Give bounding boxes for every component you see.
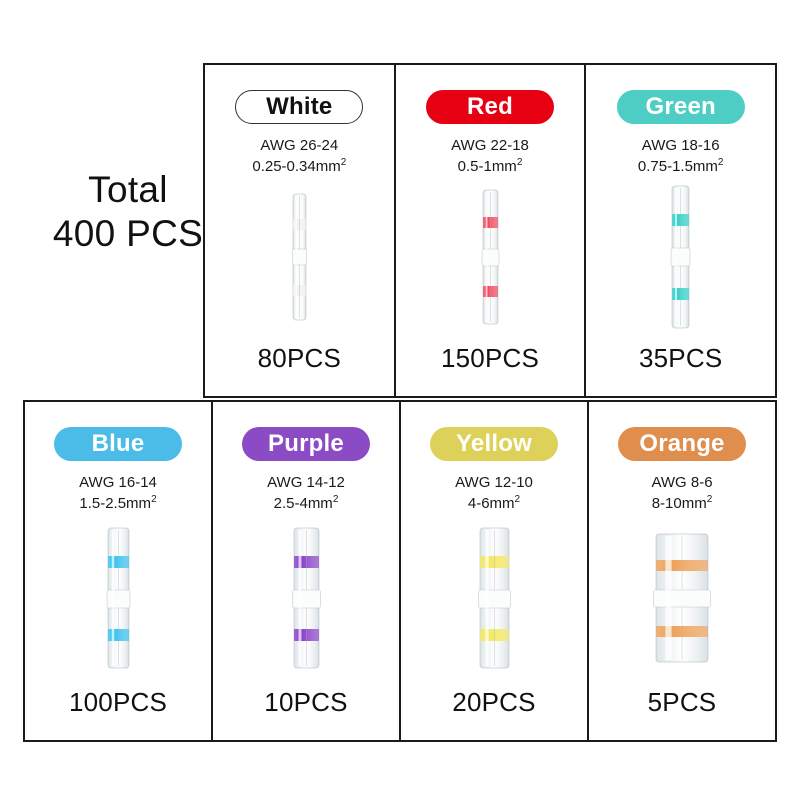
piece-count-green: 35PCS [638,343,723,373]
color-badge-label: Blue [91,430,145,457]
awg-rating: AWG 18-16 [641,137,720,154]
product-cell-yellow: Yellow AWG 12-10 4-6mm2 [401,402,589,740]
color-badge-red: Red [426,90,554,124]
spec-purple: AWG 14-12 2.5-4mm2 [267,472,345,515]
total-count: 400 PCS [52,212,204,254]
total-summary: Total 400 PCS [18,168,238,255]
product-cell-purple: Purple AWG 14-12 2.5-4mm2 [213,402,401,740]
wire-area: 8-10mm2 [651,494,713,513]
connector-wrap-orange [589,515,775,687]
spec-yellow: AWG 12-10 4-6mm2 [455,472,533,515]
connector-illustration [291,527,321,669]
awg-rating: AWG 16-14 [79,474,157,491]
connector-illustration [477,527,511,669]
wire-area: 1.5-2.5mm2 [79,494,157,513]
wire-area: 0.75-1.5mm2 [637,157,724,176]
connector-illustration [106,527,130,669]
color-badge-orange: Orange [618,427,746,461]
spec-green: AWG 18-16 0.75-1.5mm2 [638,135,724,178]
wire-area: 0.5-1mm2 [457,157,523,176]
color-badge-label: Red [467,93,513,120]
product-cell-red: Red AWG 22-18 0.5-1mm2 [395,65,587,396]
color-badge-label: Purple [268,430,344,457]
product-cell-blue: Blue AWG 16-14 1.5-2.5mm2 [25,402,213,740]
connector-illustration [481,189,499,325]
product-row-top: White AWG 26-24 0.25-0.34mm2 [203,63,777,398]
color-badge-label: Yellow [456,430,532,457]
product-cell-green: Green AWG 18-16 0.75-1.5mm2 [586,65,776,396]
spec-white: AWG 26-24 0.25-0.34mm2 [252,135,346,178]
color-badge-label: Green [645,93,716,120]
awg-rating: AWG 8-6 [651,474,713,491]
piece-count-purple: 10PCS [264,687,348,717]
wire-area: 0.25-0.34mm2 [252,157,347,176]
total-label: Total [88,169,168,210]
connector-illustration [653,533,711,663]
connector-wrap-white [205,178,394,343]
color-badge-yellow: Yellow [430,427,558,461]
connector-wrap-red [396,178,585,343]
color-badge-blue: Blue [54,427,182,461]
wire-area: 2.5-4mm2 [273,494,339,513]
connector-wrap-purple [213,515,399,687]
spec-blue: AWG 16-14 1.5-2.5mm2 [79,472,157,515]
connector-illustration [670,185,691,329]
awg-rating: AWG 26-24 [260,137,339,154]
spec-orange: AWG 8-6 8-10mm2 [651,472,712,515]
awg-rating: AWG 22-18 [451,137,529,154]
piece-count-blue: 100PCS [68,687,168,717]
awg-rating: AWG 12-10 [455,474,533,491]
color-badge-purple: Purple [242,427,370,461]
color-badge-green: Green [616,90,745,124]
connector-wrap-yellow [401,515,587,687]
color-badge-white: White [235,90,364,124]
connector-wrap-blue [25,515,211,687]
spec-red: AWG 22-18 0.5-1mm2 [451,135,529,178]
piece-count-white: 80PCS [257,343,342,373]
product-cell-white: White AWG 26-24 0.25-0.34mm2 [205,65,396,396]
product-cell-orange: Orange AWG 8-6 8-10mm2 [589,402,775,740]
color-badge-label: Orange [639,430,725,457]
awg-rating: AWG 14-12 [267,474,345,491]
product-row-bottom: Blue AWG 16-14 1.5-2.5mm2 [23,400,777,742]
wire-area: 4-6mm2 [467,494,521,513]
connector-illustration [292,193,307,321]
piece-count-red: 150PCS [440,343,540,373]
piece-count-yellow: 20PCS [452,687,536,717]
color-badge-label: White [266,93,333,120]
piece-count-orange: 5PCS [647,687,717,717]
connector-wrap-green [586,178,775,343]
